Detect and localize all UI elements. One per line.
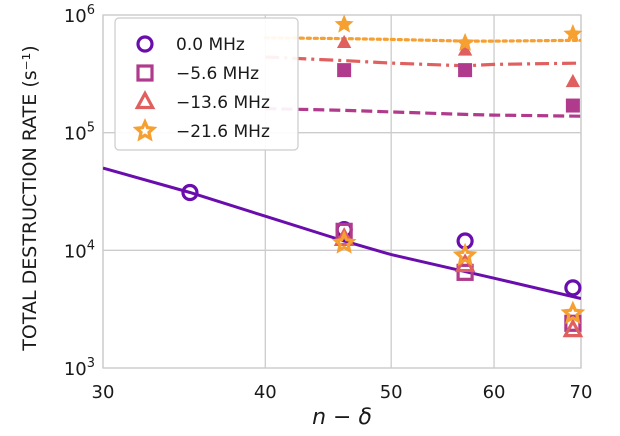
series-line-3	[263, 36, 581, 43]
series-1-point	[565, 98, 580, 113]
series-2-point	[336, 34, 352, 49]
y-tick-label: 104	[64, 238, 95, 262]
legend-marker-0	[136, 35, 154, 53]
series-3-point	[334, 14, 354, 33]
x-axis-label: n − δ	[312, 405, 372, 430]
legend-label-1: −5.6 MHz	[176, 64, 259, 84]
axis-labels: n − δ TOTAL DESTRUCTION RATE (s⁻¹)	[19, 45, 372, 430]
fit-lines	[103, 36, 581, 300]
x-tick-label: 50	[380, 382, 403, 403]
series-3-point	[452, 242, 478, 267]
series-2-point	[333, 227, 355, 247]
series-0-point	[564, 279, 582, 297]
y-axis-label: TOTAL DESTRUCTION RATE (s⁻¹)	[19, 45, 41, 351]
legend-marker-3	[132, 118, 158, 142]
plot-border	[102, 14, 582, 369]
series-3-point	[560, 300, 586, 325]
y-tick-label: 103	[64, 356, 95, 380]
data-points	[181, 14, 586, 338]
series-line-2	[265, 55, 581, 68]
x-tick-label: 30	[92, 382, 115, 403]
series-1-point	[337, 63, 352, 78]
series-1-point	[335, 222, 353, 240]
x-tick-label: 60	[483, 382, 506, 403]
legend-label-2: −13.6 MHz	[176, 93, 270, 113]
legend-marker-1	[136, 64, 154, 82]
legend-marker-2	[134, 90, 156, 110]
series-2-point	[562, 318, 584, 338]
series-3-point	[563, 23, 583, 43]
legend-label-0: 0.0 MHz	[176, 35, 245, 55]
y-tick-label: 106	[64, 3, 95, 27]
series-2-point	[457, 42, 473, 56]
series-line-1	[265, 107, 581, 118]
legend-label-3: −21.6 MHz	[176, 122, 270, 142]
x-tick-label: 70	[570, 382, 593, 403]
x-tick-labels: 30 40 50 60 70	[92, 382, 593, 403]
series-2-point	[565, 73, 581, 88]
x-tick-label: 40	[254, 382, 277, 403]
legend-box	[114, 17, 299, 151]
series-3-point	[455, 32, 475, 51]
y-tick-labels: 103 104 105 106	[64, 3, 95, 380]
y-tick-label: 105	[64, 121, 95, 145]
series-0-point	[181, 183, 199, 202]
plot-frame	[102, 14, 582, 369]
series-3-point	[331, 230, 357, 254]
legend: 0.0 MHz −5.6 MHz −13.6 MHz −21.6 MHz	[114, 17, 299, 151]
series-1-point	[456, 263, 474, 281]
series-1-point	[458, 63, 473, 78]
series-line-0	[103, 166, 581, 300]
